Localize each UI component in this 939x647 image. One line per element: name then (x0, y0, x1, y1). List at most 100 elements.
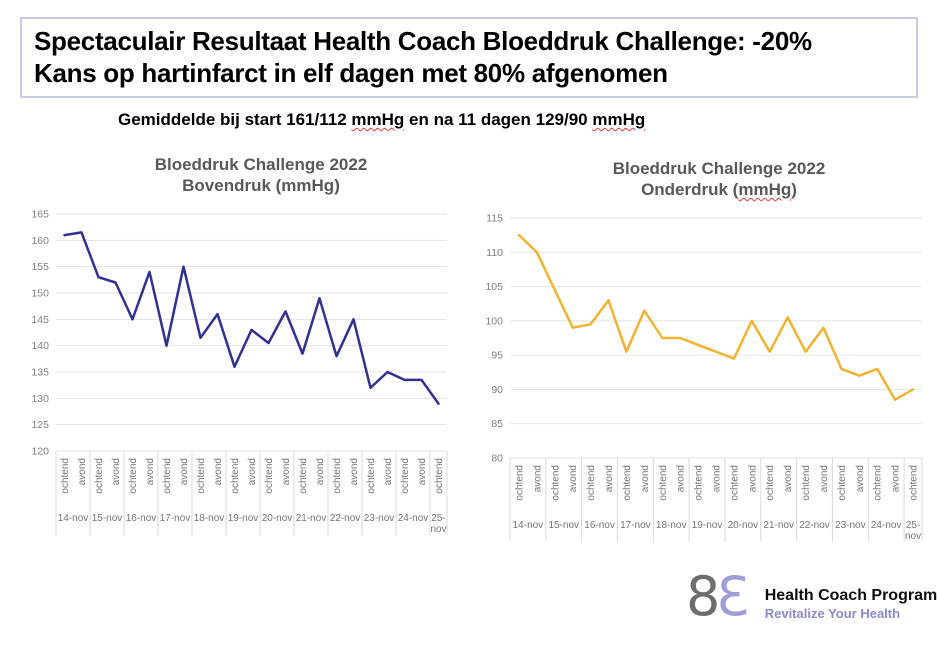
svg-text:ochtend: ochtend (434, 458, 445, 494)
svg-text:24-nov: 24-nov (398, 513, 429, 524)
svg-text:avond: avond (247, 458, 258, 485)
svg-text:20-nov: 20-nov (262, 513, 293, 524)
svg-text:ochtend: ochtend (694, 465, 705, 501)
svg-text:14-nov: 14-nov (513, 520, 544, 531)
svg-text:19-nov: 19-nov (228, 513, 259, 524)
logo-health-coach-program: 83 83 Health Coach Program Revitalize Yo… (686, 565, 938, 628)
svg-text:avond: avond (819, 465, 830, 492)
subtitle-mmhg-2: mmHg (592, 110, 646, 129)
svg-text:20-nov: 20-nov (728, 520, 759, 531)
svg-text:16-nov: 16-nov (584, 520, 615, 531)
svg-text:avond: avond (179, 458, 190, 485)
svg-text:100: 100 (485, 315, 503, 327)
chart-title-line2: Bovendruk (mmHg) (182, 176, 340, 195)
y-axis-labels: 115 110 105 100 95 90 85 80 (485, 213, 503, 465)
svg-text:ochtend: ochtend (128, 458, 139, 494)
svg-text:avond: avond (891, 465, 902, 492)
svg-text:avond: avond (568, 465, 579, 492)
svg-text:avond: avond (383, 458, 394, 485)
svg-text:110: 110 (486, 247, 503, 259)
svg-text:ochtend: ochtend (332, 458, 343, 494)
svg-text:25-nov: 25-nov (430, 513, 446, 535)
svg-text:ochtend: ochtend (366, 458, 377, 494)
svg-text:16-nov: 16-nov (126, 513, 157, 524)
svg-text:140: 140 (31, 340, 49, 352)
svg-text:24-nov: 24-nov (871, 520, 902, 531)
svg-text:21-nov: 21-nov (296, 513, 327, 524)
subtitle-text-2: en na 11 dagen 129/90 (404, 110, 593, 129)
svg-text:18-nov: 18-nov (656, 520, 687, 531)
svg-text:avond: avond (145, 458, 156, 485)
svg-text:ochtend: ochtend (658, 465, 669, 501)
svg-text:ochtend: ochtend (550, 465, 561, 501)
svg-text:17-nov: 17-nov (160, 513, 191, 524)
svg-text:90: 90 (491, 384, 503, 396)
x-time-labels: ochtend avond ochtend avond ochtend avond ocht… (60, 458, 445, 494)
svg-text:avond: avond (417, 458, 428, 485)
svg-text:145: 145 (31, 314, 49, 326)
svg-text:21-nov: 21-nov (763, 520, 794, 531)
svg-text:23-nov: 23-nov (364, 513, 395, 524)
svg-text:avond: avond (213, 458, 224, 485)
svg-text:avond: avond (640, 465, 651, 492)
svg-text:95: 95 (491, 350, 503, 362)
subtitle-mmhg-1: mmHg (351, 110, 405, 129)
line-chart-bovendruk-svg: 165 160 155 150 145 140 135 130 125 120 ochtend avo… (31, 209, 448, 535)
svg-text:ochtend: ochtend (400, 458, 411, 494)
day-separators (55, 451, 448, 535)
chart-title-line1: Bloeddruk Challenge 2022 (154, 155, 368, 174)
chart-title-line1: Bloeddruk Challenge 2022 (612, 159, 826, 178)
svg-text:105: 105 (485, 281, 503, 293)
logo-mark-8: 8 (686, 565, 720, 628)
svg-text:ochtend: ochtend (298, 458, 309, 494)
svg-text:ochtend: ochtend (909, 465, 920, 501)
chart-onderdruk: Bloeddruk Challenge 2022 Onderdruk (mmHg… (478, 158, 930, 552)
svg-text:avond: avond (855, 465, 866, 492)
svg-text:ochtend: ochtend (837, 465, 848, 501)
chart-title-onderdruk: Bloeddruk Challenge 2022 Onderdruk (mmHg… (478, 158, 930, 200)
svg-text:115: 115 (486, 213, 503, 225)
svg-text:ochtend: ochtend (94, 458, 105, 494)
svg-text:120: 120 (31, 446, 49, 458)
subtitle: Gemiddelde bij start 161/112 mmHg en na … (118, 110, 645, 130)
x-date-labels: 14-nov 15-nov 16-nov 17-nov 18-nov 19-nov 20-n… (58, 513, 447, 535)
svg-text:165: 165 (31, 209, 49, 221)
chart-title-line2: Onderdruk (mmHg) (641, 180, 797, 199)
svg-text:160: 160 (31, 235, 49, 247)
logo-mark-3: 3 (718, 565, 751, 628)
svg-text:ochtend: ochtend (514, 465, 525, 501)
svg-text:155: 155 (31, 261, 49, 273)
svg-text:avond: avond (349, 458, 360, 485)
svg-text:23-nov: 23-nov (835, 520, 866, 531)
svg-text:avond: avond (315, 458, 326, 485)
svg-text:150: 150 (31, 288, 49, 300)
svg-text:ochtend: ochtend (162, 458, 173, 494)
svg-text:14-nov: 14-nov (58, 513, 89, 524)
page-title-line2: Kans op hartinfarct in elf dagen met 80%… (34, 58, 668, 88)
svg-text:avond: avond (783, 465, 794, 492)
svg-text:ochtend: ochtend (230, 458, 241, 494)
title-box: Spectaculair Resultaat Health Coach Bloe… (20, 17, 918, 98)
svg-text:ochtend: ochtend (264, 458, 275, 494)
subtitle-text: Gemiddelde bij start 161/112 (118, 110, 352, 129)
svg-text:135: 135 (31, 367, 49, 379)
gridlines (510, 217, 922, 459)
svg-text:avond: avond (281, 458, 292, 485)
series-line-onderdruk (517, 233, 915, 401)
svg-text:ochtend: ochtend (729, 465, 740, 501)
svg-text:15-nov: 15-nov (548, 520, 579, 531)
svg-text:avond: avond (712, 465, 723, 492)
day-separators (509, 458, 923, 542)
svg-text:15-nov: 15-nov (92, 513, 123, 524)
series-line-bovendruk (63, 231, 440, 405)
svg-text:ochtend: ochtend (622, 465, 633, 501)
logo-mark: 83 83 (686, 565, 751, 628)
svg-text:avond: avond (111, 458, 122, 485)
x-time-labels: ochtend avond ochtend avond ochtend avond ocht… (514, 465, 919, 501)
logo-reflection: 83 (686, 623, 751, 647)
svg-text:22-nov: 22-nov (330, 513, 361, 524)
svg-text:125: 125 (31, 419, 49, 431)
logo-name: Health Coach Program (764, 587, 938, 604)
y-axis-labels: 165 160 155 150 145 140 135 130 125 120 (31, 209, 49, 458)
